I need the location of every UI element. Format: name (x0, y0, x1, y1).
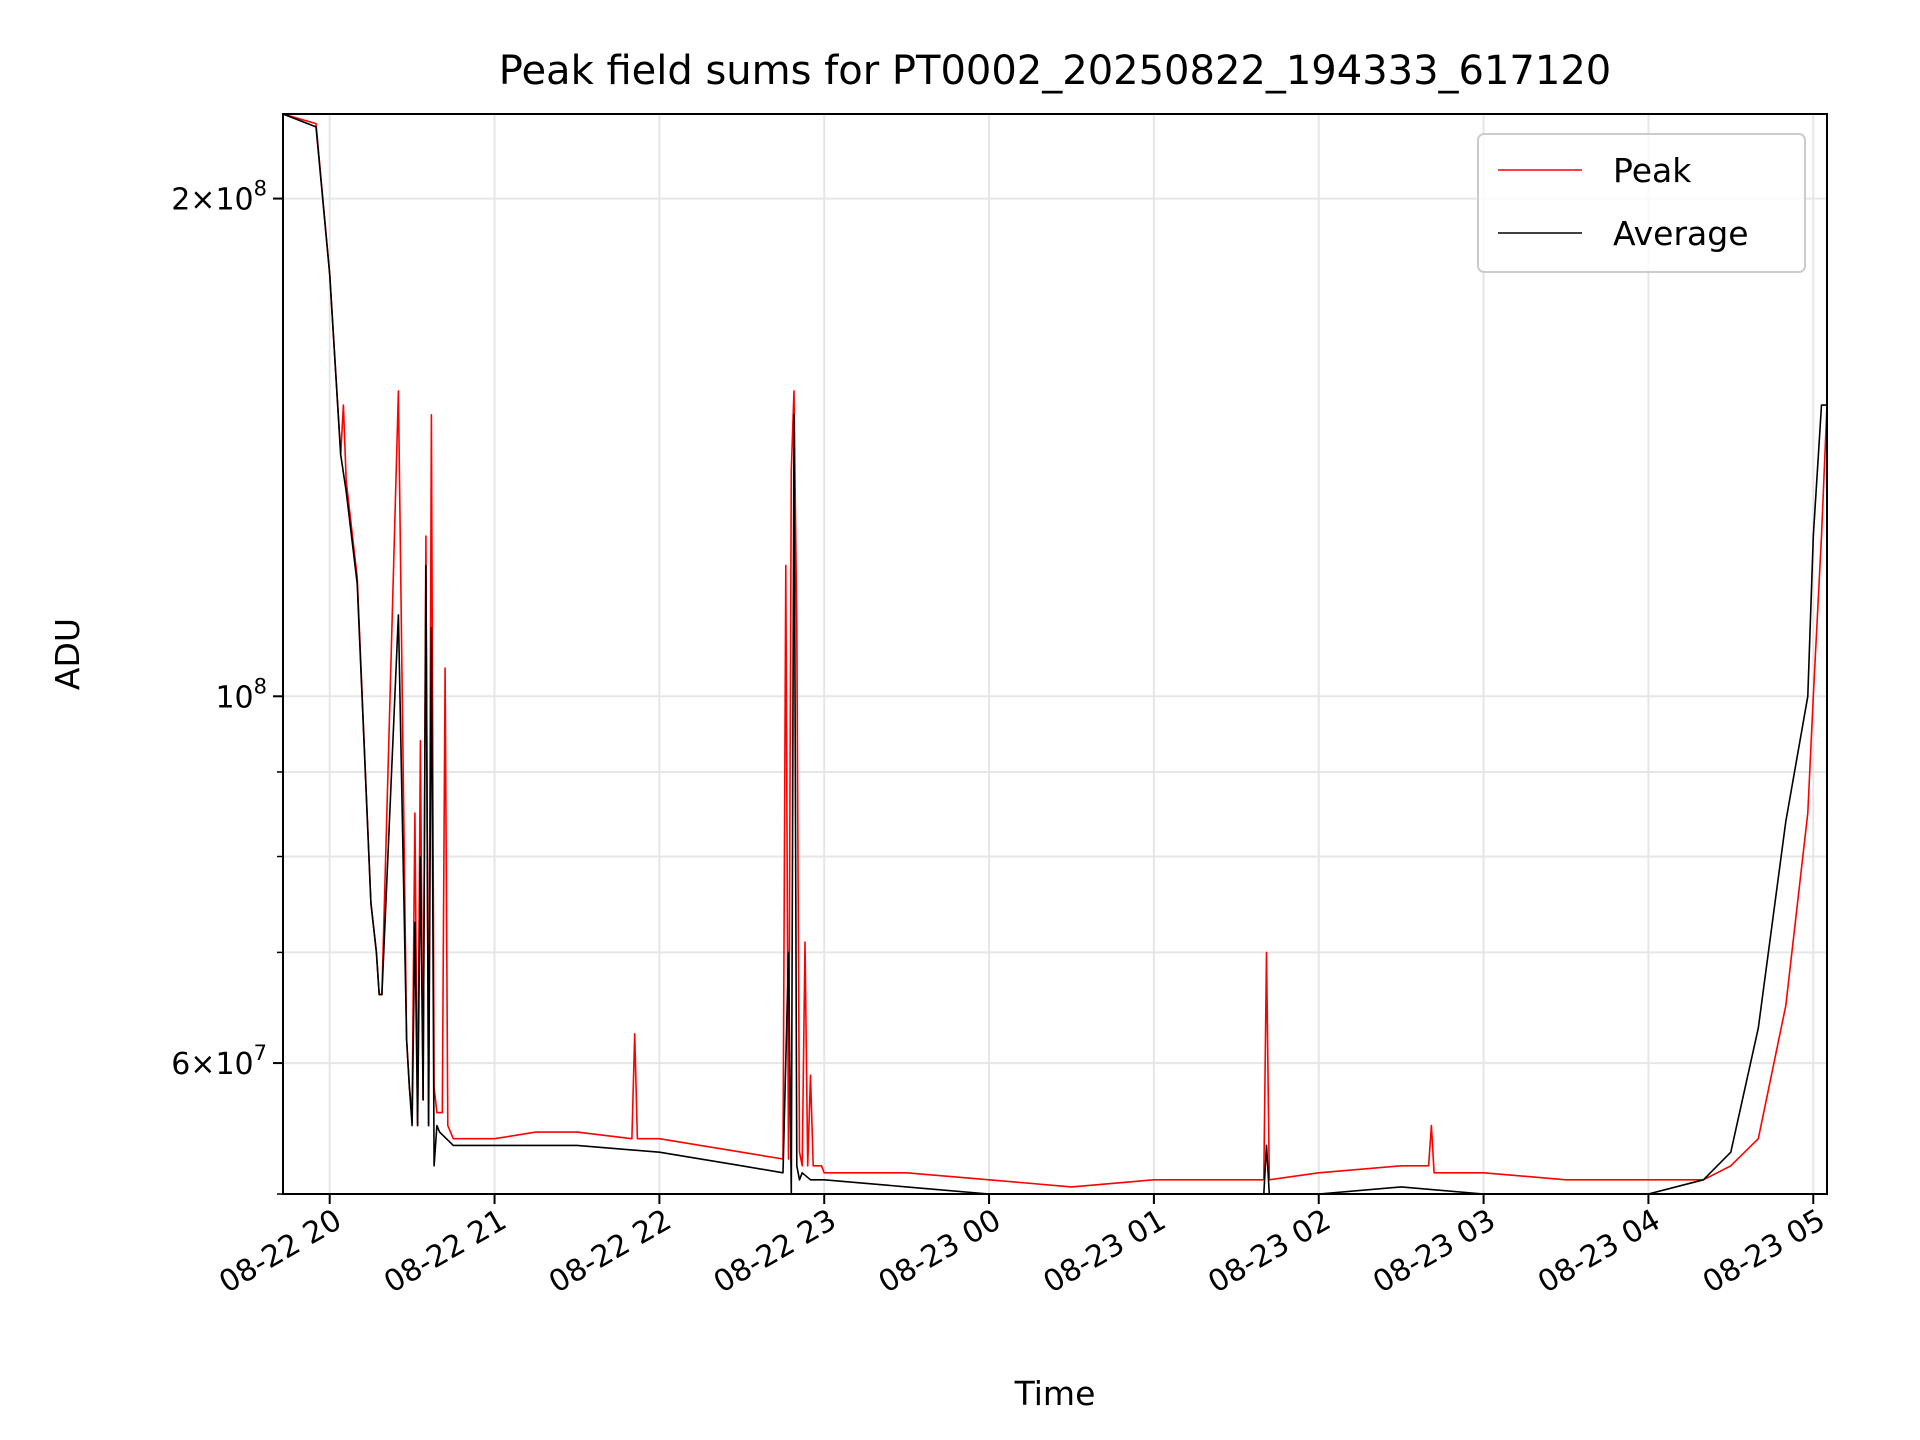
y-tick-label: 6×107 (171, 1041, 267, 1082)
chart-title: Peak field sums for PT0002_20250822_1943… (499, 48, 1611, 94)
legend-label-peak: Peak (1613, 151, 1692, 190)
x-axis-title: Time (1014, 1374, 1096, 1413)
series-line-average (283, 114, 1827, 1194)
y-tick-label: 2×108 (171, 177, 267, 218)
y-tick-label: 108 (215, 674, 267, 715)
y-axis-title: ADU (48, 618, 87, 690)
legend-label-average: Average (1613, 214, 1749, 253)
series-layer (283, 114, 1827, 1194)
plot-frame (282, 113, 1828, 1195)
legend: Peak Average (1477, 133, 1806, 273)
legend-box (1477, 133, 1806, 273)
